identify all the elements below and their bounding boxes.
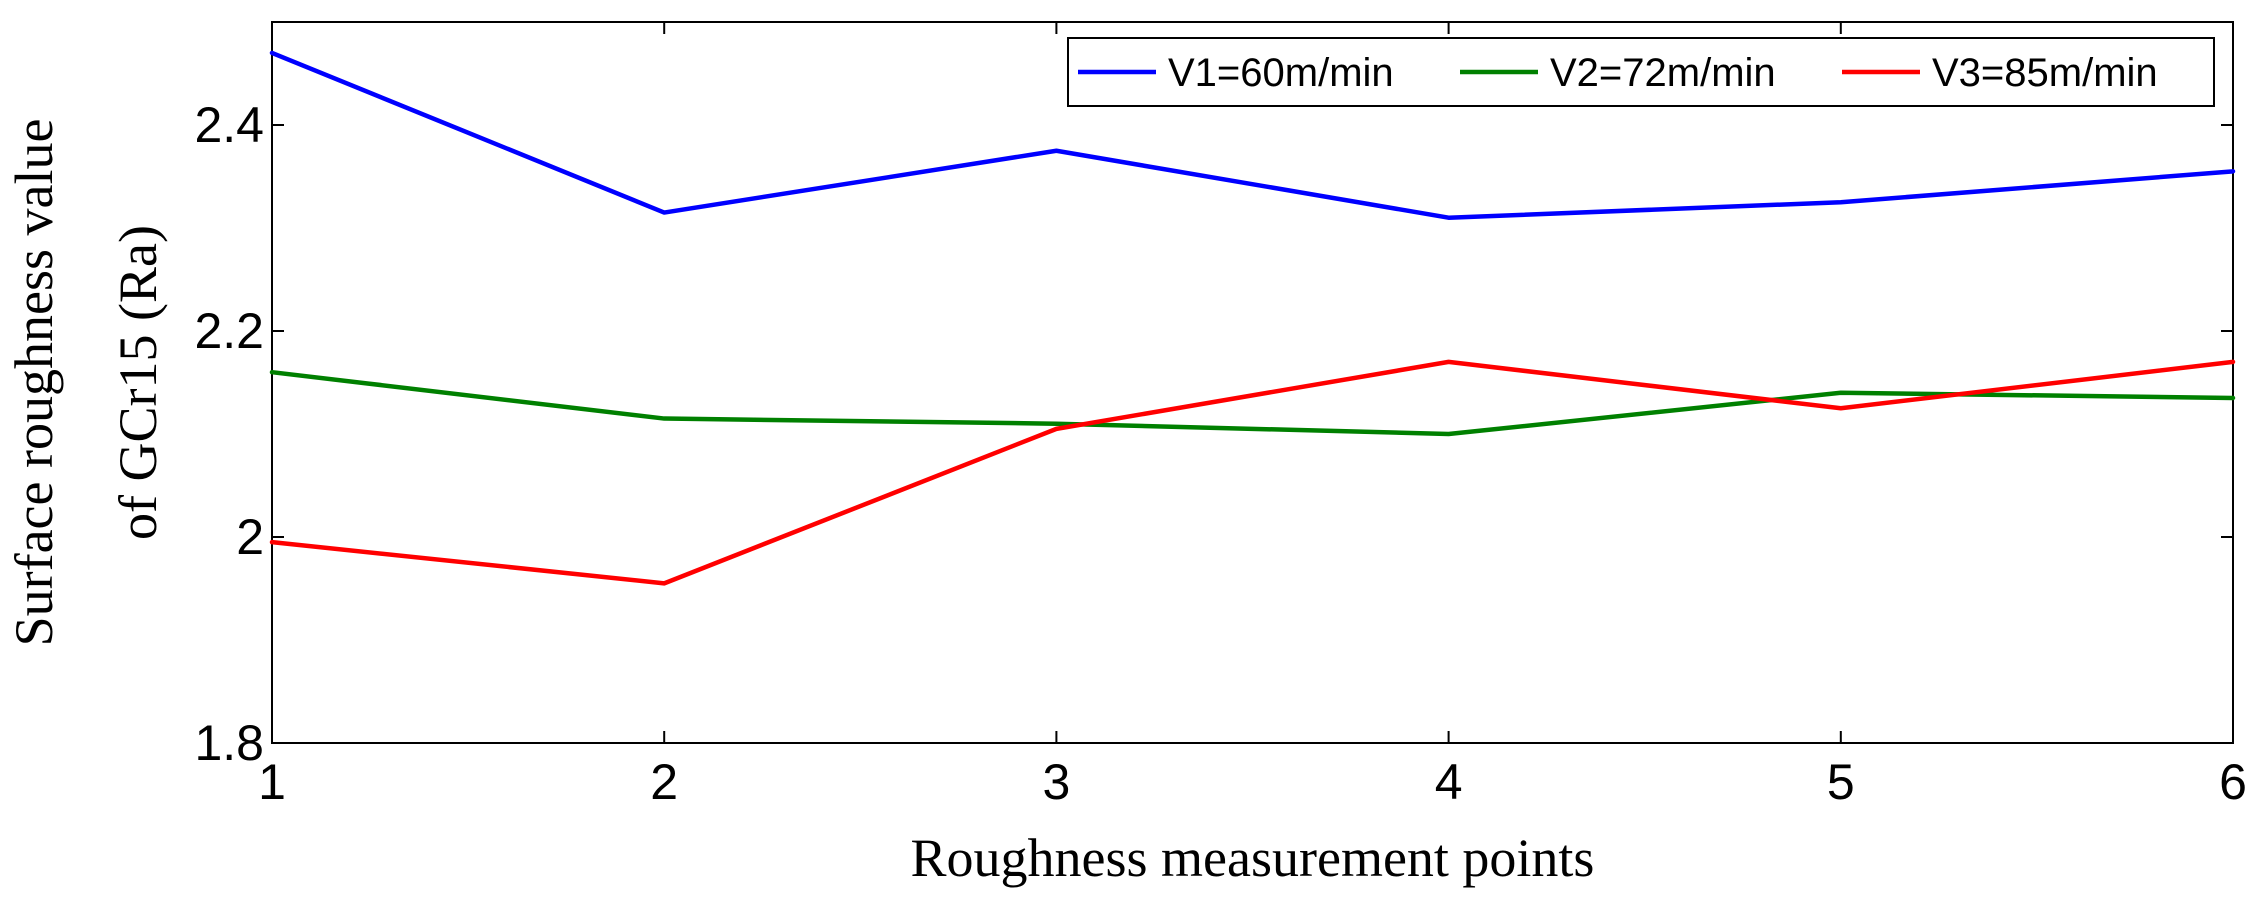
y-axis-title-line-1: Surface roughness value: [4, 119, 64, 647]
series-lines: [269, 50, 2236, 586]
y-axis-title-line-2: of GCr15 (Ra): [108, 225, 168, 540]
series-line-2: [269, 369, 2236, 437]
x-axis-ticks: 1 2 3 4 5 6: [258, 22, 2247, 810]
legend-label-3: V3=85m/min: [1932, 51, 2158, 95]
x-tick-label: 2: [650, 754, 678, 810]
x-tick-label: 6: [2219, 754, 2247, 810]
y-tick-label: 2.4: [194, 97, 264, 153]
series-line-1: [269, 50, 2236, 220]
y-tick-label: 2: [236, 509, 264, 565]
plot-frame: [271, 21, 2234, 744]
legend: V1=60m/min V2=72m/min V3=85m/min: [1067, 37, 2215, 107]
x-tick-label: 3: [1042, 754, 1070, 810]
legend-label-2: V2=72m/min: [1550, 51, 1776, 95]
legend-box: [1067, 37, 2215, 107]
x-axis-title: Roughness measurement points: [911, 828, 1595, 888]
y-tick-label: 2.2: [194, 303, 264, 359]
plot-area: [271, 21, 2234, 744]
x-tick-label: 4: [1435, 754, 1463, 810]
series-line-3: [269, 359, 2236, 586]
x-tick-label: 5: [1827, 754, 1855, 810]
y-tick-label: 1.8: [194, 715, 264, 771]
y-axis-title: Surface roughness value of GCr15 (Ra): [4, 119, 168, 647]
legend-entries: V1=60m/min V2=72m/min V3=85m/min: [1078, 51, 2158, 95]
y-axis-ticks: 1.8 2 2.2 2.4: [194, 97, 2233, 771]
x-tick-label: 1: [258, 754, 286, 810]
legend-label-1: V1=60m/min: [1168, 51, 1394, 95]
